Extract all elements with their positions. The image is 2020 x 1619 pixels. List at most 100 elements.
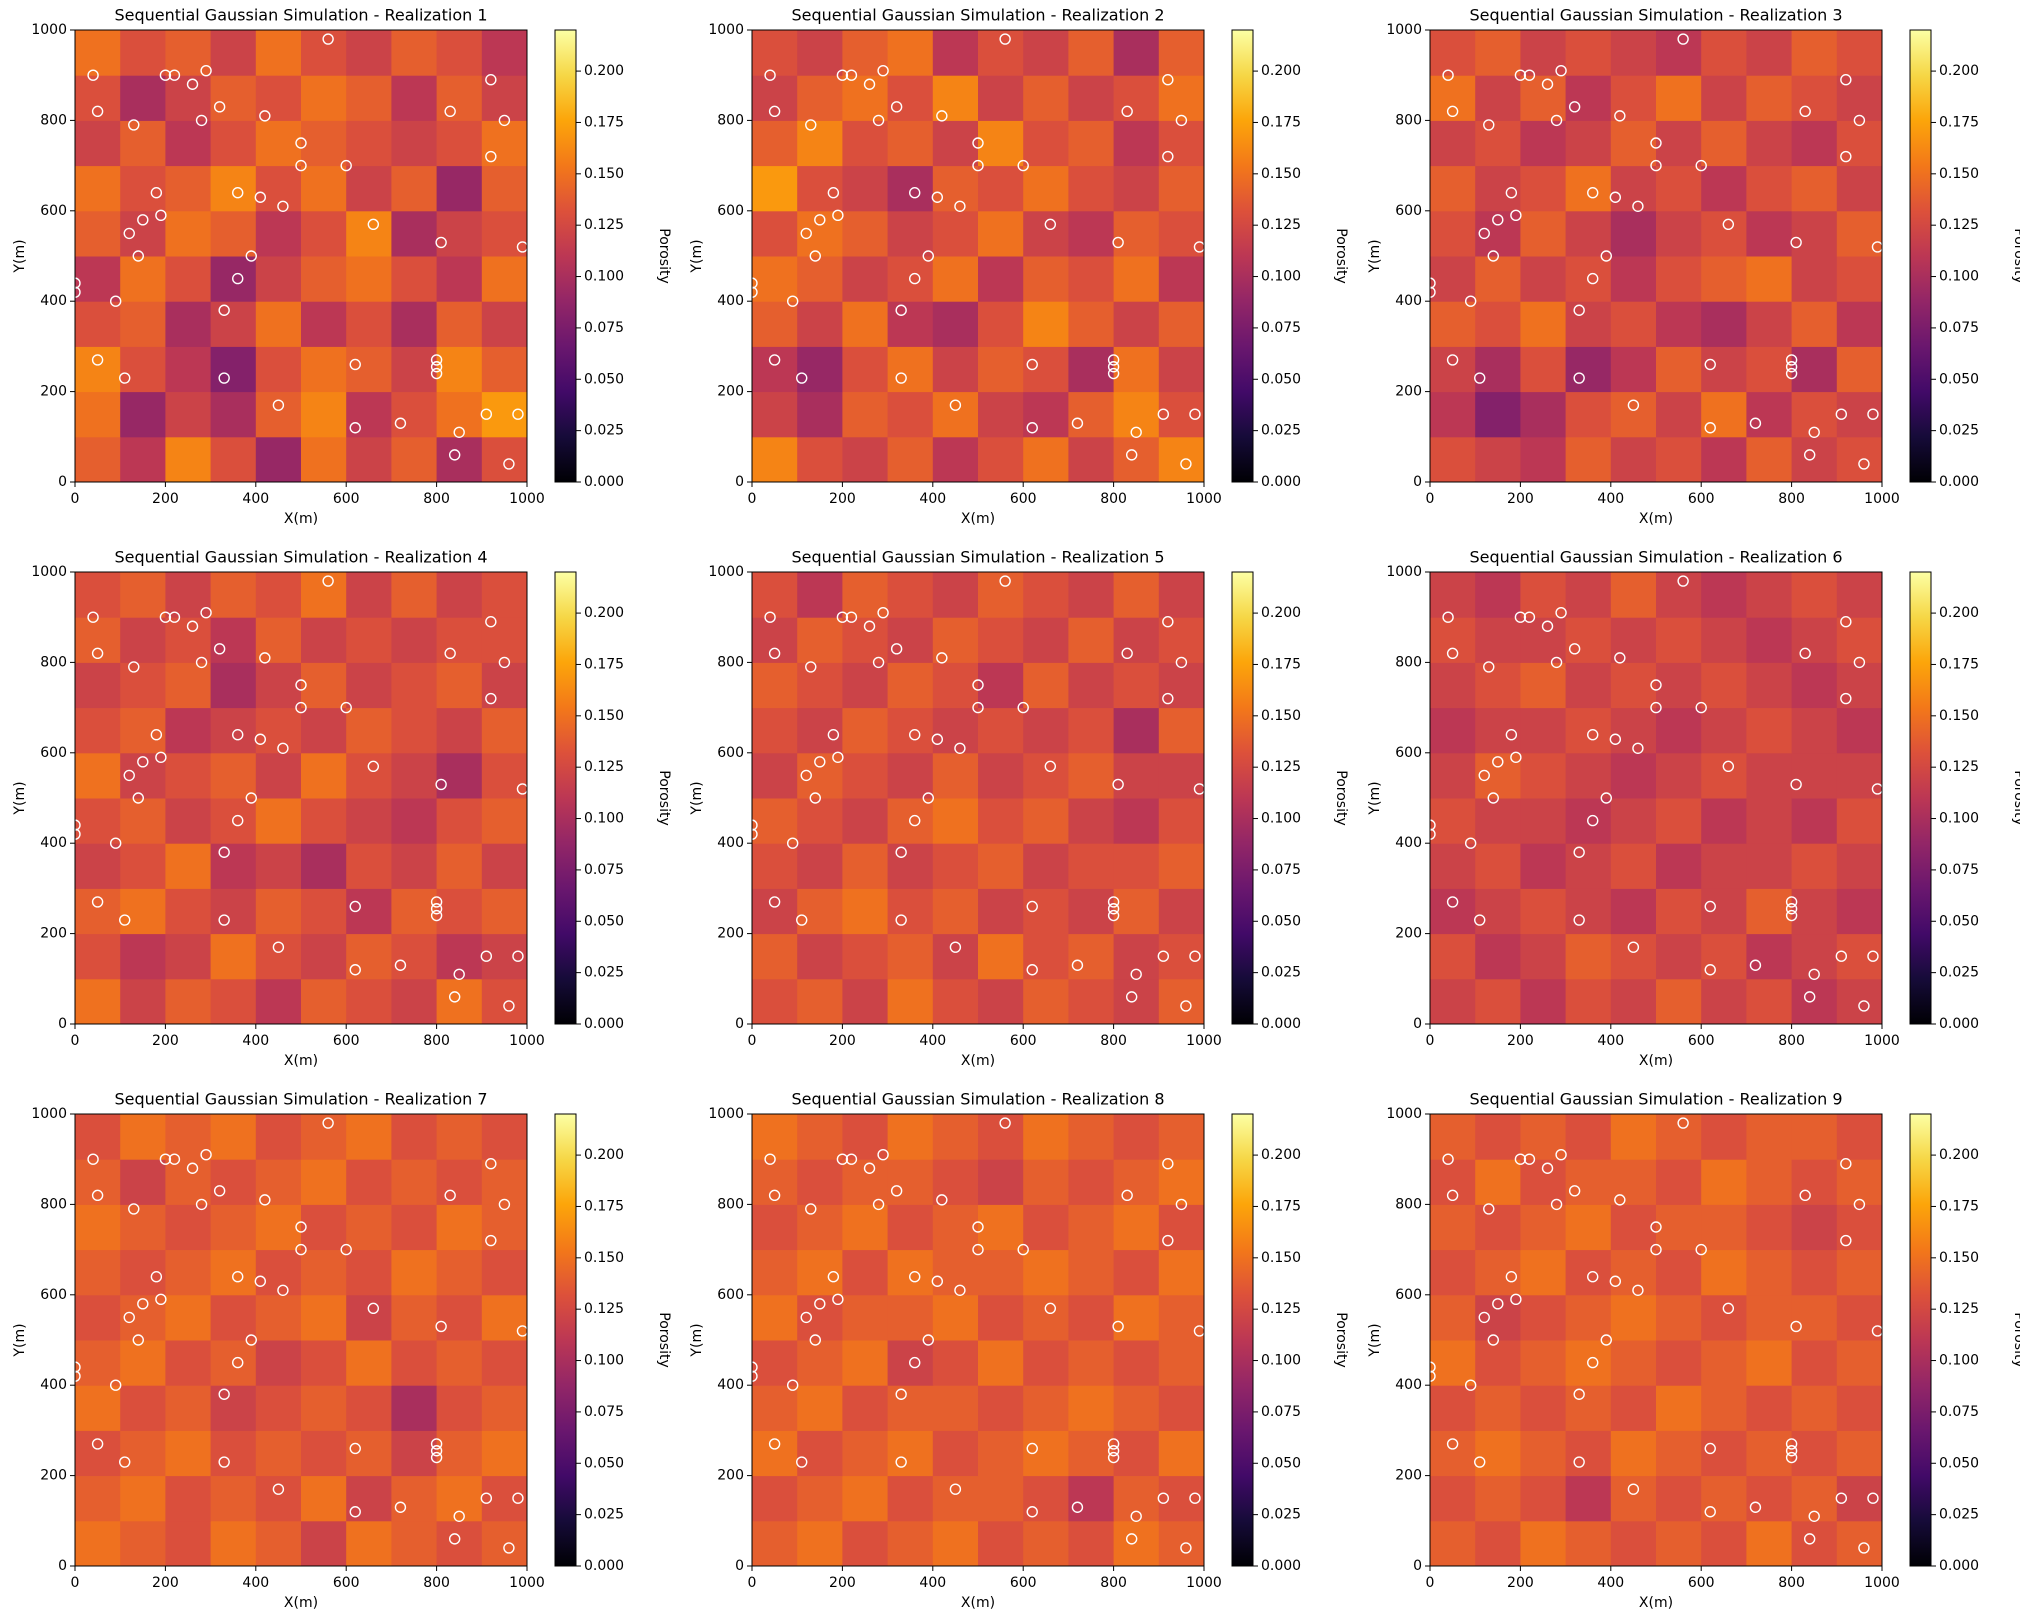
well-marker — [218, 304, 230, 316]
y-tick-label: 0 — [1413, 474, 1422, 490]
well-marker — [444, 105, 456, 118]
chart-title: Sequential Gaussian Simulation - Realiza… — [791, 6, 1164, 25]
heatmap-cell — [887, 301, 934, 347]
heatmap-cell — [1023, 1114, 1069, 1160]
colorbar-tick-label: 0.075 — [1939, 862, 1979, 878]
heatmap-cell — [1113, 662, 1160, 709]
well-marker — [1514, 611, 1527, 623]
heatmap-cell — [75, 1520, 121, 1567]
heatmap-cell — [1520, 120, 1567, 167]
heatmap-cell — [752, 301, 798, 347]
heatmap-cell — [1113, 1520, 1160, 1567]
heatmap-cell — [797, 1159, 843, 1205]
heatmap-cell — [1836, 1520, 1883, 1567]
colorbar-tick-label: 0.100 — [1939, 1353, 1979, 1369]
heatmap-cell — [1430, 346, 1476, 393]
x-axis-label: X(m) — [1639, 511, 1673, 527]
heatmap-cell — [75, 1430, 121, 1477]
heatmap-cell — [932, 617, 979, 663]
x-tick-label: 600 — [1010, 1033, 1037, 1049]
heatmap-cell — [932, 1114, 979, 1160]
heatmap-cell — [255, 1385, 302, 1431]
well-marker — [827, 1271, 840, 1283]
well-marker — [195, 656, 208, 669]
heatmap-cell — [346, 165, 392, 212]
well-marker — [809, 250, 821, 262]
heatmap-cell — [1656, 617, 1702, 663]
y-tick-label: 400 — [717, 1377, 744, 1393]
colorbar-tick-label: 0.100 — [584, 1353, 624, 1369]
heatmap-cell — [1656, 165, 1702, 212]
heatmap-cell — [752, 933, 798, 980]
x-tick-label: 800 — [423, 491, 450, 507]
well-marker — [1808, 968, 1820, 980]
heatmap-cell — [1610, 1475, 1657, 1522]
well-marker — [1614, 652, 1626, 664]
well-marker — [132, 250, 144, 262]
x-tick-label: 200 — [152, 1575, 179, 1591]
heatmap-cell — [391, 346, 438, 393]
heatmap-cell — [1520, 30, 1567, 76]
heatmap-cell — [1656, 1249, 1702, 1296]
well-marker — [909, 1356, 921, 1369]
well-marker — [1614, 110, 1626, 122]
heatmap-cell — [481, 752, 528, 799]
heatmap-cell — [165, 210, 212, 257]
heatmap-cell — [1610, 436, 1657, 483]
heatmap-cell — [1656, 752, 1702, 799]
heatmap-cell — [1836, 30, 1883, 76]
heatmap-cell — [1068, 256, 1115, 302]
heatmap-cell — [1610, 978, 1657, 1025]
well-marker — [949, 1483, 962, 1495]
well-marker — [272, 1483, 285, 1495]
heatmap-cell — [842, 1249, 889, 1296]
heatmap-cell — [481, 1204, 528, 1251]
well-marker — [213, 101, 226, 113]
heatmap-cell — [1068, 120, 1115, 167]
heatmap-cell — [1023, 1159, 1069, 1205]
well-marker — [954, 200, 966, 212]
colorbar-tick-label: 0.075 — [584, 1404, 624, 1420]
heatmap-cell — [436, 1520, 483, 1567]
colorbar-tick-label: 0.150 — [1261, 708, 1301, 724]
well-marker — [814, 756, 826, 768]
well-marker — [232, 814, 244, 827]
heatmap-cell — [165, 843, 212, 889]
heatmap-cell — [120, 391, 166, 438]
heatmap-cell — [1520, 1430, 1567, 1477]
heatmap-cell — [1430, 752, 1476, 799]
well-marker — [1175, 1198, 1188, 1211]
colorbar-tick-label: 0.025 — [584, 965, 624, 981]
well-marker — [430, 354, 443, 366]
heatmap-cell — [120, 346, 166, 393]
heatmap-cell — [1068, 1340, 1115, 1386]
well-marker — [430, 1451, 443, 1464]
colorbar — [1231, 29, 1254, 483]
heatmap-cell — [1791, 572, 1838, 618]
well-marker — [186, 620, 199, 632]
heatmap-cell — [752, 1430, 798, 1477]
heatmap-cell — [1836, 436, 1883, 483]
well-marker — [1483, 661, 1495, 673]
chart-title: Sequential Gaussian Simulation - Realiza… — [114, 548, 487, 567]
well-marker — [123, 1311, 135, 1324]
heatmap-cell — [165, 662, 212, 709]
y-tick-label: 600 — [1395, 203, 1422, 219]
heatmap-cell — [255, 1114, 302, 1160]
heatmap-cell — [1068, 1249, 1115, 1296]
heatmap-cell — [1430, 1475, 1476, 1522]
heatmap-cell — [255, 1430, 302, 1477]
heatmap-cell — [978, 1294, 1024, 1341]
heatmap-cell — [481, 1249, 528, 1296]
well-marker — [1189, 1492, 1201, 1504]
heatmap-cell — [301, 1340, 347, 1386]
chart-title: Sequential Gaussian Simulation - Realiza… — [1469, 1090, 1842, 1109]
well-marker — [444, 1189, 456, 1202]
heatmap-cell — [1158, 301, 1205, 347]
heatmap-cell — [436, 978, 483, 1025]
heatmap-cell — [301, 662, 347, 709]
y-tick-label: 0 — [58, 474, 67, 490]
well-marker — [109, 295, 122, 307]
heatmap-cell — [1610, 617, 1657, 663]
heatmap-cell — [1475, 1520, 1521, 1567]
